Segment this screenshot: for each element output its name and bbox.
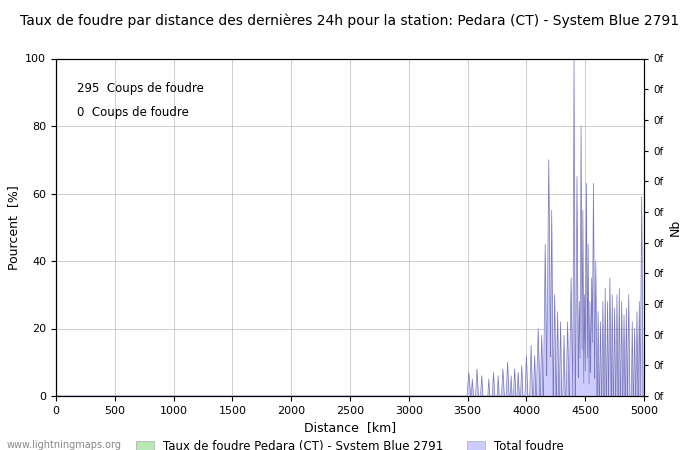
Y-axis label: Pourcent  [%]: Pourcent [%] — [7, 185, 20, 270]
Y-axis label: Nb: Nb — [668, 219, 682, 236]
Text: Taux de foudre par distance des dernières 24h pour la station: Pedara (CT) - Sys: Taux de foudre par distance des dernière… — [20, 14, 680, 28]
X-axis label: Distance  [km]: Distance [km] — [304, 421, 396, 434]
Text: 0  Coups de foudre: 0 Coups de foudre — [76, 106, 188, 119]
Text: www.lightningmaps.org: www.lightningmaps.org — [7, 440, 122, 450]
Text: 295  Coups de foudre: 295 Coups de foudre — [76, 82, 204, 95]
Legend: Taux de foudre Pedara (CT) - System Blue 2791, Total foudre: Taux de foudre Pedara (CT) - System Blue… — [132, 435, 568, 450]
